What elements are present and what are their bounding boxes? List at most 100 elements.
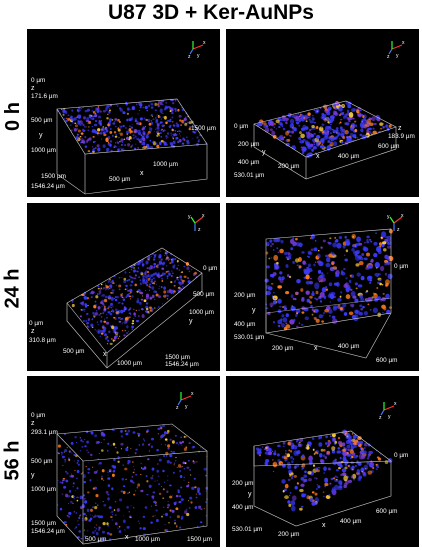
fluorescence-speck [283, 136, 286, 139]
fluorescence-speck [347, 479, 353, 483]
fluorescence-speck [145, 475, 148, 478]
x-tick-500: 500 µm [63, 348, 85, 355]
fluorescence-speck [87, 462, 89, 463]
fluorescence-speck [151, 294, 155, 299]
fluorescence-speck [168, 272, 171, 276]
fluorescence-speck [151, 467, 155, 471]
fluorescence-speck [129, 516, 132, 519]
fluorescence-speck [163, 514, 165, 515]
fluorescence-speck [117, 127, 120, 130]
fluorescence-speck [93, 147, 95, 150]
fluorescence-speck [69, 512, 72, 515]
fluorescence-speck [142, 137, 146, 142]
fluorescence-speck [74, 528, 76, 530]
fluorescence-speck [87, 530, 89, 532]
fluorescence-speck [120, 442, 124, 446]
fluorescence-speck [354, 465, 357, 467]
fluorescence-speck [149, 265, 153, 267]
fluorescence-speck [200, 521, 203, 524]
fluorescence-speck [80, 132, 84, 135]
fluorescence-speck [319, 459, 324, 463]
fluorescence-speck [295, 308, 301, 314]
fluorescence-speck [329, 141, 332, 144]
fluorescence-speck [174, 139, 176, 141]
fluorescence-speck [122, 111, 126, 115]
fluorescence-speck [347, 448, 351, 451]
fluorescence-speck [80, 439, 83, 442]
fluorescence-speck [130, 276, 133, 279]
fluorescence-speck [108, 305, 111, 308]
fluorescence-speck [289, 479, 291, 481]
fluorescence-speck [95, 493, 99, 498]
fluorescence-speck [107, 471, 109, 473]
x-tick-1000: 1000 µm [135, 536, 160, 543]
fluorescence-speck [185, 436, 187, 438]
fluorescence-speck [154, 142, 157, 144]
fluorescence-speck [175, 441, 179, 445]
fluorescence-speck [177, 264, 179, 266]
fluorescence-speck [156, 144, 160, 149]
y-axis-letter: y [189, 318, 193, 325]
fluorescence-speck [154, 109, 157, 112]
fluorescence-speck [70, 124, 72, 126]
x-tick-600: 600 µm [378, 143, 400, 150]
fluorescence-speck [276, 453, 280, 457]
fluorescence-speck [346, 109, 350, 113]
fluorescence-speck [147, 274, 150, 278]
fluorescence-speck [98, 528, 101, 531]
fluorescence-speck [87, 491, 90, 494]
fluorescence-speck [165, 512, 168, 517]
fluorescence-speck [352, 235, 355, 238]
fluorescence-speck [345, 287, 350, 293]
fluorescence-speck [194, 486, 197, 489]
fluorescence-speck [181, 107, 183, 109]
fluorescence-speck [134, 315, 137, 318]
fluorescence-speck [343, 312, 348, 316]
fluorescence-speck [128, 138, 130, 141]
fluorescence-speck [73, 128, 78, 132]
fluorescence-speck [375, 468, 378, 471]
fluorescence-speck [115, 316, 117, 318]
fluorescence-speck [57, 444, 61, 448]
fluorescence-speck [180, 436, 182, 439]
fluorescence-speck [107, 311, 111, 314]
fluorescence-speck [181, 142, 185, 145]
fluorescence-speck [368, 463, 374, 468]
fluorescence-speck [343, 475, 348, 482]
fluorescence-speck [153, 500, 157, 504]
fluorescence-speck [281, 276, 283, 279]
fluorescence-speck [114, 118, 118, 121]
origin-label: 530.01 µm [234, 334, 265, 341]
fluorescence-speck [111, 464, 115, 468]
fluorescence-speck [82, 494, 85, 497]
fluorescence-speck [145, 307, 149, 311]
fluorescence-speck [123, 138, 126, 141]
fluorescence-speck [385, 293, 390, 300]
fluorescence-speck [299, 115, 301, 118]
fluorescence-speck [321, 123, 325, 126]
fluorescence-speck [90, 296, 93, 298]
fluorescence-speck [341, 472, 347, 477]
fluorescence-speck [111, 325, 115, 330]
fluorescence-speck [65, 479, 69, 483]
z-depth-label: 310.8 µm [29, 337, 56, 344]
fluorescence-speck [269, 239, 273, 243]
fluorescence-speck [85, 119, 89, 123]
fluorescence-speck [126, 133, 128, 135]
fluorescence-speck [83, 512, 86, 516]
fluorescence-speck [155, 283, 157, 285]
fluorescence-speck [114, 514, 117, 517]
fluorescence-speck [198, 492, 201, 496]
fluorescence-speck [287, 464, 292, 470]
fluorescence-speck [150, 476, 154, 480]
fluorescence-speck [190, 268, 193, 271]
render-volume [66, 247, 203, 369]
y-tick-200: 200 µm [232, 480, 254, 487]
fluorescence-speck [180, 498, 184, 501]
fluorescence-speck [371, 116, 376, 122]
fluorescence-speck [94, 530, 96, 532]
fluorescence-speck [175, 460, 177, 462]
fluorescence-speck [298, 124, 301, 127]
fluorescence-speck [100, 287, 103, 290]
fluorescence-speck [314, 492, 318, 496]
